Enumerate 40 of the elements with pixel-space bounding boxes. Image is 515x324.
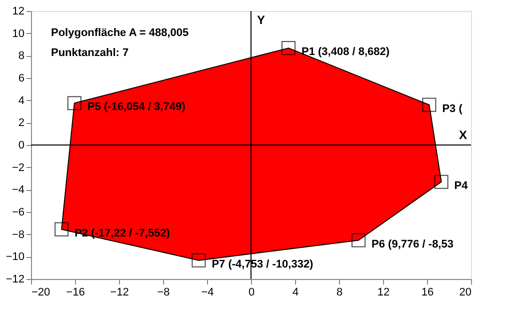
point — [192, 253, 206, 268]
y-tick-label: −8 — [12, 228, 24, 241]
data-label: P1 (3,408 / 8,682) — [301, 46, 390, 58]
y-tick-label: 6 — [18, 72, 24, 84]
y-tick-label: −10 — [6, 251, 24, 264]
x-tick-label: −4 — [201, 286, 214, 298]
ref-line-label: X — [458, 128, 467, 142]
data-label: P3 ( — [442, 102, 463, 115]
x-tick-label: −16 — [66, 286, 85, 298]
x-tick-label: −12 — [110, 286, 129, 298]
point — [281, 41, 296, 56]
data-label: P5 (-16,054 / 3,749) — [87, 101, 186, 114]
x-tick-label: 16 — [421, 286, 434, 298]
x-tick-label: 0 — [248, 286, 255, 298]
y-tick-label: 0 — [18, 140, 24, 152]
data-label: P6 (9,776 / -8,53 — [372, 238, 454, 250]
y-tick-label: −2 — [12, 162, 24, 174]
data-label: P4 — [454, 180, 469, 192]
y-tick-label: 8 — [18, 50, 24, 62]
point — [352, 233, 366, 248]
x-tick-label: 20 — [459, 286, 472, 298]
y-tick-label: 10 — [12, 28, 24, 40]
x-tick-label: 4 — [292, 286, 299, 298]
x-tick-label: 8 — [336, 286, 343, 298]
annotation: Polygonfläche A = 488,005 — [51, 27, 189, 39]
point — [422, 98, 436, 112]
point — [434, 174, 448, 189]
y-tick-label: 4 — [18, 94, 24, 107]
y-tick-label: −6 — [12, 206, 24, 218]
y-tick-label: 2 — [18, 117, 24, 130]
x-tick-label: −20 — [32, 286, 50, 298]
point — [67, 96, 82, 110]
y-tick-label: −12 — [6, 274, 24, 286]
y-tick-label: 12 — [12, 6, 24, 18]
point — [54, 222, 69, 236]
y-tick-label: −4 — [12, 184, 24, 196]
annotation: Punktanzahl: 7 — [51, 47, 129, 59]
x-tick-label: −8 — [157, 286, 170, 298]
ref-line-label: Y — [257, 13, 266, 27]
x-tick-label: 12 — [377, 286, 390, 298]
